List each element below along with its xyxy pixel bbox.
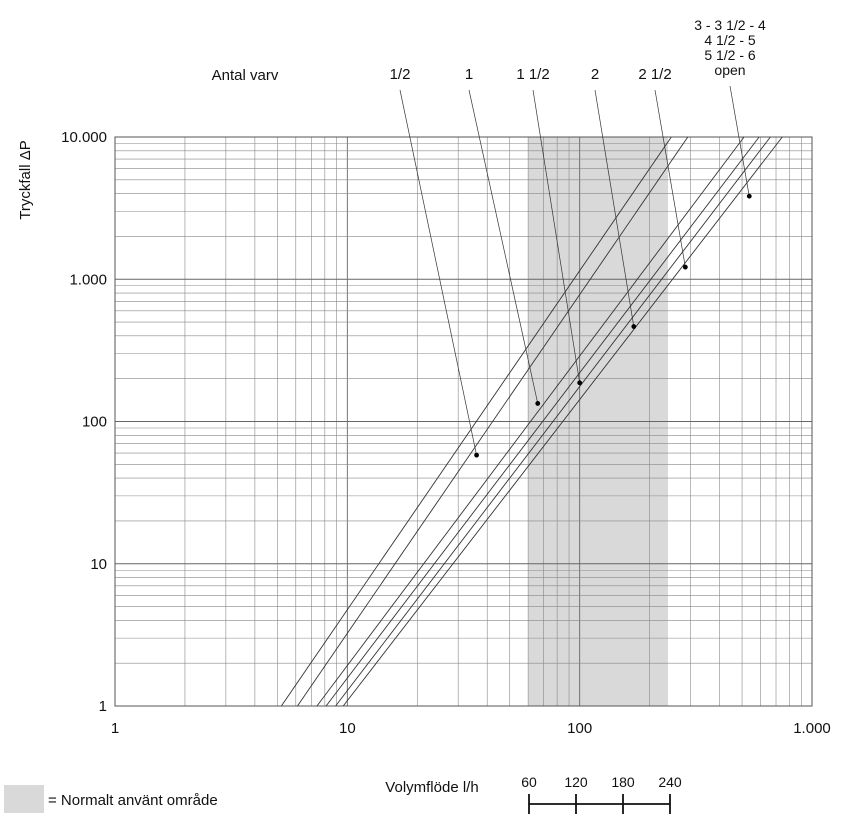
series-marker-6 (746, 193, 752, 199)
series-lines (280, 136, 783, 707)
label-leader-lines (399, 85, 750, 456)
x-tick-label-4: 1.000 (793, 720, 831, 737)
series-line-1 (280, 136, 672, 707)
series-line-3 (316, 136, 745, 707)
series-marker-5 (682, 264, 688, 270)
series-marker-1 (474, 452, 479, 458)
leader-line-3 (532, 89, 581, 383)
y-tick-label-4: 1.000 (69, 271, 107, 288)
y-tick-label-2: 10 (90, 556, 107, 573)
leader-line-2 (468, 89, 539, 404)
series-label-4: 2 (591, 66, 599, 83)
x-axis-label: Volymflöde l/h (385, 779, 478, 796)
series-marker-2 (535, 401, 541, 406)
x-tick-label-2: 10 (339, 720, 356, 737)
subscale-tick-label-1: 60 (521, 774, 537, 790)
legend-swatch (4, 785, 44, 813)
subscale-tick-label-2: 120 (564, 774, 588, 790)
series-label-open-line-2: 4 1/2 - 5 (704, 32, 756, 48)
series-line-5 (335, 136, 771, 707)
x-tick-label-1: 1 (111, 720, 119, 737)
series-marker-3 (577, 380, 583, 386)
header-label: Antal varv (212, 67, 279, 84)
series-label-3: 1 1/2 (516, 66, 549, 83)
leader-line-5 (654, 89, 686, 268)
series-label-1: 1/2 (390, 66, 411, 83)
series-label-5: 2 1/2 (638, 66, 671, 83)
series-line-4 (325, 136, 760, 707)
y-tick-label-3: 100 (82, 414, 107, 431)
series-label-open-line-1: 3 - 3 1/2 - 4 (694, 17, 766, 33)
series-line-2 (297, 136, 689, 707)
y-tick-label-5: 10.000 (61, 129, 107, 146)
series-label-2: 1 (465, 66, 473, 83)
leader-line-4 (594, 89, 635, 327)
series-labels: 1/2 1 1 1/2 2 2 1/2 3 - 3 1/2 - 44 1/2 - 55 1… (390, 17, 766, 83)
flow-subscale: 60 120 180 240 (521, 774, 682, 814)
subscale-tick-label-3: 180 (611, 774, 635, 790)
leader-line-1 (399, 89, 477, 456)
axis-tick-labels: 1 10 100 1.000 1 10 100 1.000 10.000 (61, 129, 831, 737)
leader-line-6 (729, 85, 750, 197)
x-tick-label-3: 100 (567, 720, 592, 737)
series-line-6 (342, 136, 783, 707)
y-tick-label-1: 1 (99, 698, 107, 715)
subscale-tick-label-4: 240 (658, 774, 682, 790)
series-markers (474, 193, 752, 458)
grid (115, 137, 812, 706)
series-marker-4 (631, 324, 637, 329)
series-label-open-line-3: 5 1/2 - 6 (704, 47, 756, 63)
series-label-open-line-4: open (714, 62, 745, 78)
legend-text: = Normalt använt område (48, 792, 218, 809)
plot-frame (114, 136, 813, 707)
y-axis-label: Tryckfall ΔP (17, 140, 34, 219)
